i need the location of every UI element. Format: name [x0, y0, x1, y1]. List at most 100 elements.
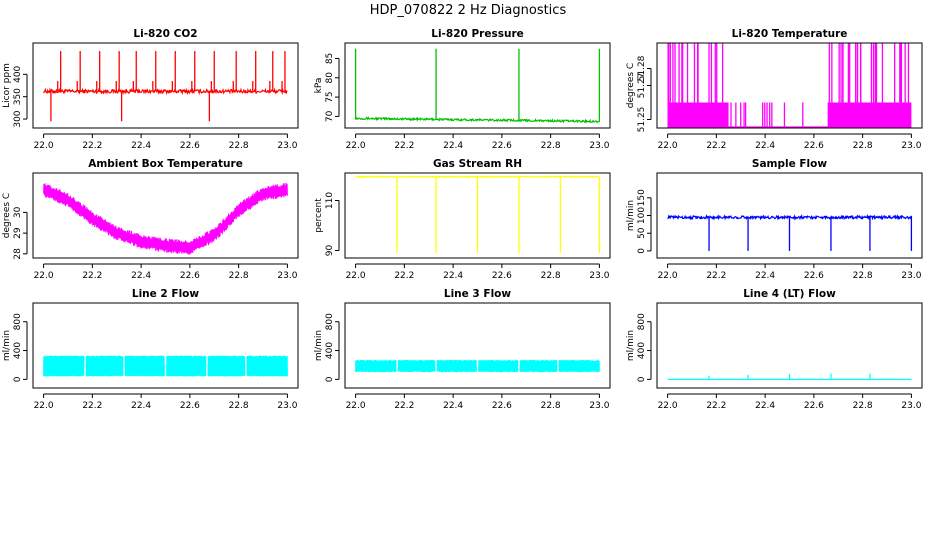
panel-title: Line 3 Flow — [444, 288, 511, 300]
panel-gas-stream-rh: Gas Stream RH percent 22.0 22.2 22.4 22.6 22.8… — [314, 158, 611, 281]
panel-line-2-flow: Line 2 Flow ml/min 22.0 22.2 22.4 22.6 22.8 23.… — [2, 288, 299, 411]
x-tick-label: 22.8 — [853, 401, 873, 411]
series-line — [667, 213, 912, 221]
x-tick-label: 23.0 — [277, 141, 297, 151]
x-tick-label: 22.6 — [492, 271, 512, 281]
x-axis: 22.0 22.2 22.4 22.6 22.8 23.0 — [346, 133, 610, 151]
y-tick-label: 51.28 — [637, 55, 647, 81]
y-axis: 90 110 — [325, 192, 340, 257]
x-axis: 22.0 22.2 22.4 22.6 22.8 23.0 — [658, 263, 922, 281]
y-tick-label: 28 — [13, 248, 23, 260]
x-tick-label: 22.0 — [346, 271, 366, 281]
series-line-2-flow — [43, 355, 288, 377]
panel-sample-flow: Sample Flow ml/min 22.0 22.2 22.4 22.6 22.8 23.… — [626, 158, 923, 281]
x-tick-label: 22.2 — [394, 271, 414, 281]
y-tick-label: 300 — [13, 110, 23, 127]
x-axis: 22.0 22.2 22.4 22.6 22.8 23.0 — [346, 393, 610, 411]
y-axis: 0 400 800 — [13, 313, 28, 382]
x-tick-label: 22.6 — [180, 271, 200, 281]
y-tick-label: 51.25 — [637, 107, 647, 133]
x-tick-label: 22.2 — [82, 271, 102, 281]
y-tick-label: 400 — [637, 342, 647, 359]
figure-title: HDP_070822 2 Hz Diagnostics — [370, 3, 567, 18]
plot-frame — [656, 172, 923, 259]
panel-title: Line 4 (LT) Flow — [743, 288, 836, 300]
x-axis: 22.0 22.2 22.4 22.6 22.8 23.0 — [658, 133, 922, 151]
x-tick-label: 22.8 — [541, 401, 561, 411]
y-tick-label: 150 — [637, 189, 647, 206]
plot-frame — [344, 42, 611, 129]
plot-frame — [32, 302, 299, 389]
plot-frame — [656, 42, 923, 129]
x-axis: 22.0 22.2 22.4 22.6 22.8 23.0 — [658, 393, 922, 411]
y-axis: 70 75 80 85 — [325, 53, 340, 122]
x-tick-label: 22.0 — [34, 401, 54, 411]
y-tick-label: 70 — [325, 110, 335, 122]
y-tick-label: 50 — [637, 227, 647, 239]
x-tick-label: 22.6 — [804, 141, 824, 151]
y-axis-label: ml/min — [314, 330, 324, 361]
series-line-3-flow — [355, 359, 600, 373]
plot-frame — [344, 172, 611, 259]
y-axis: 0 400 800 — [325, 313, 340, 382]
y-axis-label: kPa — [314, 78, 324, 94]
panel-title: Li-820 Temperature — [732, 28, 848, 40]
plot-frame — [32, 42, 299, 129]
y-tick-label: 350 — [13, 88, 23, 105]
x-tick-label: 23.0 — [589, 271, 609, 281]
y-tick-label: 75 — [325, 91, 335, 102]
series-li-820-temperature — [667, 43, 912, 128]
y-tick-label: 400 — [13, 342, 23, 359]
panel-title: Ambient Box Temperature — [88, 158, 243, 170]
x-tick-label: 22.6 — [804, 401, 824, 411]
x-tick-label: 22.0 — [34, 271, 54, 281]
x-tick-label: 22.0 — [658, 401, 678, 411]
x-tick-label: 22.2 — [394, 141, 414, 151]
x-tick-label: 22.2 — [706, 271, 726, 281]
y-axis: 0 400 800 — [637, 313, 652, 382]
x-tick-label: 22.8 — [853, 141, 873, 151]
x-axis: 22.0 22.2 22.4 22.6 22.8 23.0 — [34, 263, 298, 281]
series-line — [43, 183, 288, 255]
y-tick-label: 0 — [13, 376, 23, 382]
y-tick-label: 800 — [637, 313, 647, 330]
x-tick-label: 23.0 — [589, 141, 609, 151]
x-axis: 22.0 22.2 22.4 22.6 22.8 23.0 — [34, 393, 298, 411]
x-tick-label: 23.0 — [901, 401, 921, 411]
series-line — [355, 116, 600, 124]
y-tick-label: 51.27 — [637, 73, 647, 99]
panel-title: Gas Stream RH — [433, 158, 522, 170]
x-tick-label: 22.0 — [658, 271, 678, 281]
x-tick-label: 22.8 — [229, 271, 249, 281]
x-tick-label: 22.0 — [658, 141, 678, 151]
x-tick-label: 22.6 — [492, 401, 512, 411]
y-tick-label: 90 — [325, 245, 335, 257]
x-tick-label: 22.6 — [804, 271, 824, 281]
x-tick-label: 22.4 — [443, 271, 463, 281]
panel-title: Line 2 Flow — [132, 288, 199, 300]
panel-line-3-flow: Line 3 Flow ml/min 22.0 22.2 22.4 22.6 22.8 23.… — [314, 288, 611, 411]
y-tick-label: 110 — [325, 192, 335, 209]
x-tick-label: 22.6 — [180, 401, 200, 411]
series-ambient-box-temperature — [43, 183, 288, 255]
x-tick-label: 22.8 — [229, 401, 249, 411]
x-tick-label: 22.6 — [492, 141, 512, 151]
series-li-820-co2 — [43, 51, 288, 122]
x-tick-label: 22.2 — [82, 141, 102, 151]
x-tick-label: 22.4 — [131, 141, 151, 151]
series-sample-flow — [667, 213, 913, 251]
x-tick-label: 22.8 — [541, 141, 561, 151]
x-tick-label: 23.0 — [901, 271, 921, 281]
panel-ambient-box-temperature: Ambient Box Temperature degrees C 22.0 22.2… — [2, 158, 299, 281]
x-tick-label: 23.0 — [277, 271, 297, 281]
x-tick-label: 22.4 — [755, 141, 775, 151]
series-li-820-pressure — [354, 48, 601, 124]
panel-title: Sample Flow — [752, 158, 827, 170]
panel-li-820-pressure: Li-820 Pressure kPa 22.0 22.2 22.4 22.6 22.8 23… — [314, 28, 611, 151]
x-tick-label: 22.4 — [443, 141, 463, 151]
x-tick-label: 22.0 — [346, 141, 366, 151]
